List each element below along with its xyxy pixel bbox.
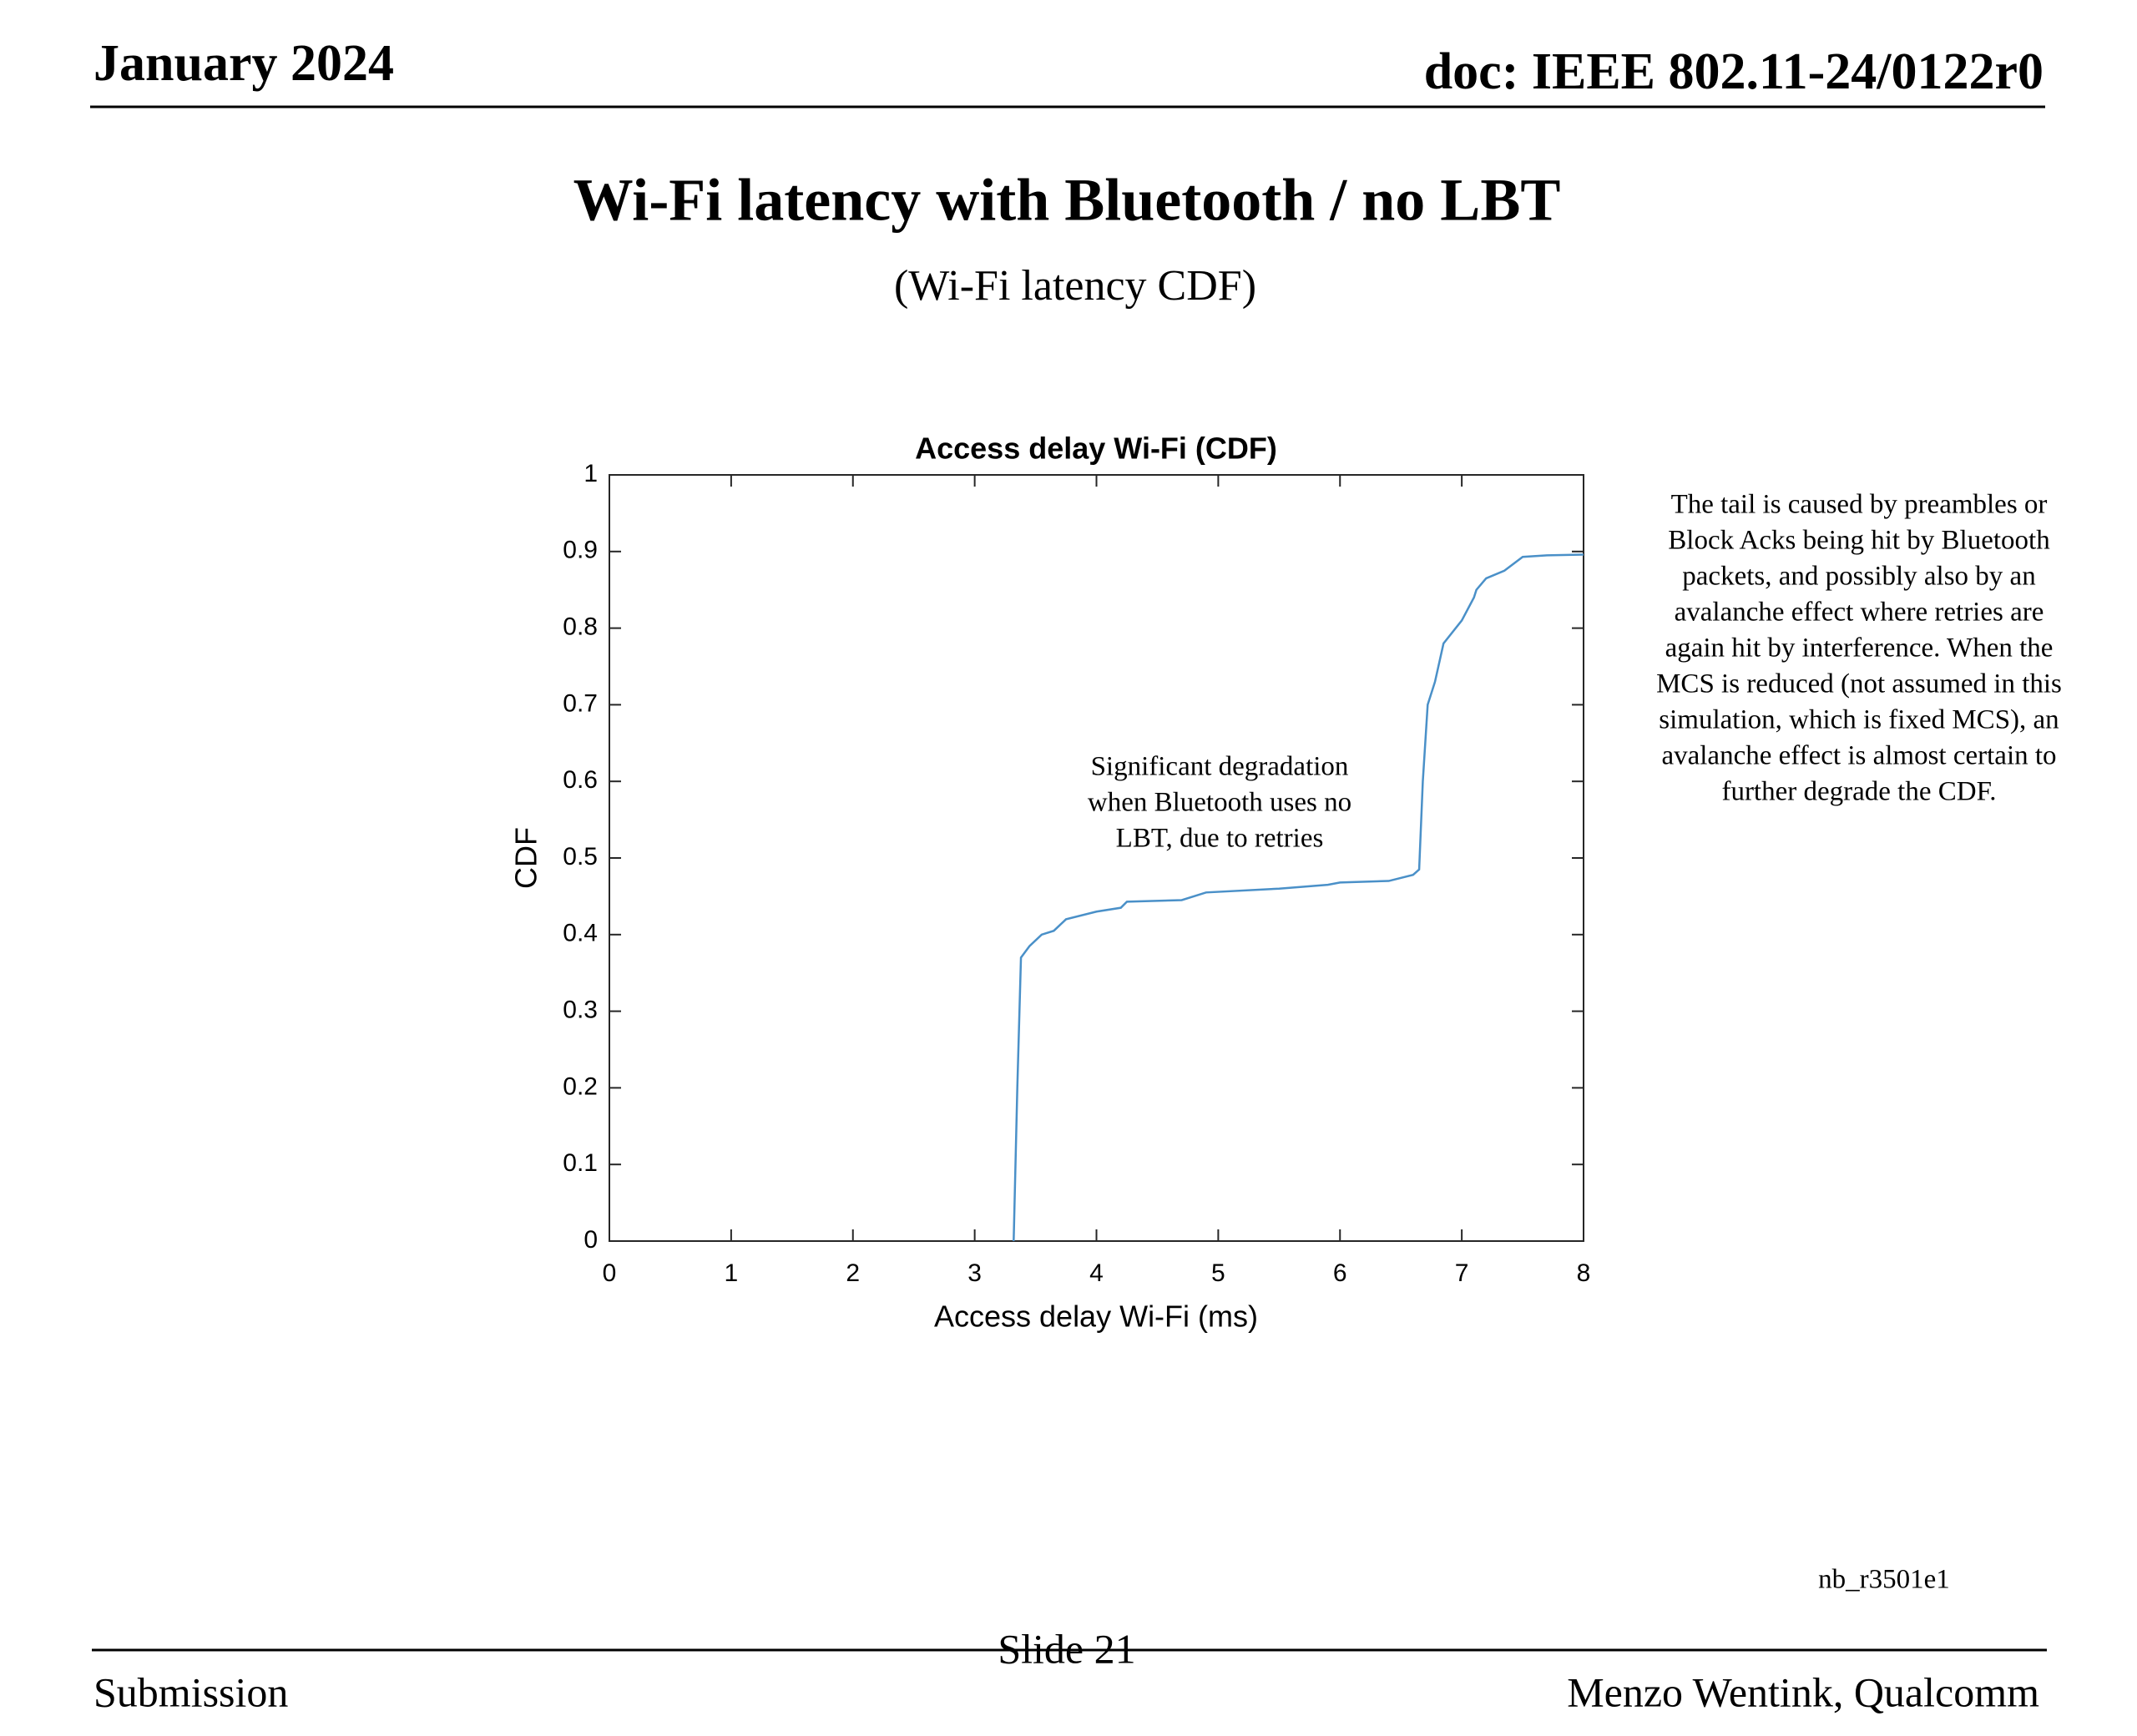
slide-subtitle: (Wi-Fi latency CDF)	[894, 262, 1256, 310]
y-tick-label: 0.5	[563, 843, 598, 871]
y-tick-label: 0.7	[563, 689, 598, 717]
side-note: Block Acks being hit by Bluetooth	[1668, 526, 2050, 556]
x-tick-label: 0	[603, 1259, 617, 1287]
side-note: packets, and possibly also by an	[1682, 562, 2035, 592]
side-note: avalanche effect where retries are	[1675, 598, 2044, 628]
x-tick-label: 1	[725, 1259, 739, 1287]
x-tick-label: 4	[1089, 1259, 1104, 1287]
side-note: simulation, which is fixed MCS), an	[1659, 705, 2059, 735]
slide-title: Wi-Fi latency with Bluetooth / no LBT	[573, 167, 1561, 234]
y-tick-label: 0.8	[563, 613, 598, 641]
header-doc: doc: IEEE 802.11-24/0122r0	[1424, 43, 2044, 100]
side-note: further degrade the CDF.	[1721, 777, 1996, 807]
x-tick-label: 6	[1333, 1259, 1347, 1287]
side-note: MCS is reduced (not assumed in this	[1656, 669, 2062, 699]
chart-title: Access delay Wi-Fi (CDF)	[915, 431, 1277, 466]
header-date: January 2024	[93, 35, 394, 92]
x-tick-label: 5	[1211, 1259, 1225, 1287]
y-axis-label: CDF	[509, 827, 543, 889]
plot-frame	[609, 474, 1584, 1242]
footer-center: Slide 21	[998, 1625, 1135, 1672]
cdf-line	[1013, 553, 1584, 1242]
x-tick-label: 2	[846, 1259, 860, 1287]
x-tick-label: 7	[1455, 1259, 1469, 1287]
y-tick-label: 0.3	[563, 997, 598, 1024]
y-tick-label: 0	[584, 1226, 598, 1254]
annotation: LBT, due to retries	[1116, 824, 1324, 854]
annotation: when Bluetooth uses no	[1088, 788, 1351, 818]
side-note: avalanche effect is almost certain to	[1661, 741, 2056, 771]
x-tick-label: 8	[1577, 1259, 1591, 1287]
x-axis-label: Access delay Wi-Fi (ms)	[934, 1299, 1258, 1334]
y-tick-label: 0.6	[563, 766, 598, 794]
x-tick-label: 3	[967, 1259, 982, 1287]
tag: nb_r3501e1	[1818, 1565, 1950, 1595]
y-tick-label: 0.9	[563, 537, 598, 564]
y-tick-label: 0.2	[563, 1072, 598, 1100]
footer-left: Submission	[93, 1668, 288, 1715]
side-note: The tail is caused by preambles or	[1671, 490, 2048, 520]
footer-right: Menzo Wentink, Qualcomm	[1567, 1668, 2039, 1715]
side-note: again hit by interference. When the	[1665, 633, 2054, 664]
annotation: Significant degradation	[1091, 752, 1349, 782]
y-tick-label: 0.4	[563, 920, 598, 947]
y-tick-label: 1	[584, 460, 598, 487]
y-tick-label: 0.1	[563, 1149, 598, 1177]
